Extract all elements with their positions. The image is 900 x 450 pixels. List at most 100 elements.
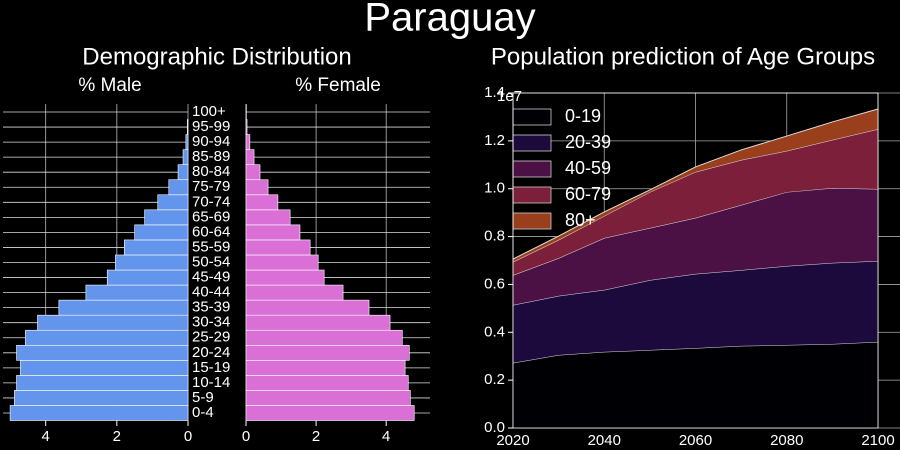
category-label: 0-4 [192, 404, 214, 421]
bar [245, 299, 370, 316]
bar [157, 194, 189, 211]
bar [144, 209, 189, 226]
x-tick-label: 2 [113, 428, 121, 445]
x-tick-label: 4 [42, 428, 50, 445]
y-tick-label: 0.8 [484, 228, 505, 245]
x-tick-label: 4 [382, 428, 390, 445]
x-tick-label: 2080 [770, 432, 803, 449]
category-label: 55-59 [192, 238, 230, 255]
category-label: 30-34 [192, 314, 230, 331]
bar [245, 224, 301, 241]
bar [245, 209, 291, 226]
category-label: 40-44 [192, 284, 230, 301]
bar [245, 375, 409, 391]
axis-title: % Male [78, 75, 141, 96]
bar [182, 149, 189, 165]
area [513, 129, 878, 276]
x-tick-label: 0 [184, 428, 192, 445]
category-label: 80-84 [192, 163, 230, 180]
category-label: 20-24 [192, 344, 230, 361]
bar [106, 269, 189, 286]
x-tick-label: 2020 [496, 432, 529, 449]
legend-label: 20-39 [565, 132, 611, 152]
bar [124, 239, 189, 256]
y-tick-label: 0.6 [484, 275, 505, 292]
bar [245, 119, 248, 135]
bar [14, 390, 189, 406]
bar [245, 269, 325, 286]
bar [245, 284, 344, 301]
bar [20, 360, 189, 376]
bar [37, 314, 189, 331]
category-label: 75-79 [192, 178, 230, 195]
legend-label: 0-19 [565, 106, 601, 126]
bar [115, 254, 189, 271]
y-tick-label: 0.0 [484, 419, 505, 436]
category-label: 45-49 [192, 269, 230, 286]
category-label: 100+ [192, 103, 226, 120]
bar [245, 179, 269, 196]
bar [185, 134, 189, 150]
bar [245, 390, 411, 406]
legend-label: 60-79 [565, 184, 611, 204]
legend-label: 40-59 [565, 158, 611, 178]
bar [85, 284, 189, 301]
x-tick-label: 0 [242, 428, 250, 445]
bar [245, 194, 279, 211]
bar [25, 329, 189, 346]
bar [16, 375, 189, 391]
bar [245, 314, 391, 331]
category-label: 95-99 [192, 118, 230, 135]
offset-label: 1e7 [497, 88, 522, 105]
category-label: 60-64 [192, 223, 230, 240]
area [513, 260, 878, 363]
area [513, 341, 878, 428]
figure-title: Paraguay [364, 0, 535, 40]
y-tick-label: 0.4 [484, 323, 505, 340]
category-label: 65-69 [192, 208, 230, 225]
bar [177, 164, 189, 181]
legend-swatch [512, 134, 552, 152]
category-label: 50-54 [192, 253, 230, 270]
category-label: 90-94 [192, 133, 230, 150]
category-label: 70-74 [192, 193, 230, 210]
plot-frame [512, 92, 879, 429]
legend-swatch [512, 160, 552, 178]
bar [134, 224, 189, 241]
x-tick-label: 2 [312, 428, 320, 445]
category-label: 35-39 [192, 299, 230, 316]
bar [16, 344, 189, 361]
y-tick-label: 1.2 [484, 132, 505, 149]
bar [245, 344, 410, 361]
y-tick-label: 0.2 [484, 371, 505, 388]
category-label: 5-9 [192, 389, 214, 406]
bar [245, 149, 255, 165]
legend-swatch [512, 212, 552, 230]
chart-title: Population prediction of Age Groups [491, 43, 875, 70]
category-label: 85-89 [192, 148, 230, 165]
bar [245, 405, 415, 421]
y-tick-label: 1.0 [484, 180, 505, 197]
category-label: 10-14 [192, 374, 230, 391]
area [513, 109, 878, 262]
bar [245, 164, 261, 181]
bar [186, 119, 189, 135]
axis-title: % Female [295, 75, 381, 96]
bar [245, 360, 406, 376]
x-tick-label: 2060 [679, 432, 712, 449]
x-tick-label: 2100 [861, 432, 894, 449]
x-tick-label: 2040 [588, 432, 621, 449]
category-label: 25-29 [192, 329, 230, 346]
area [513, 187, 878, 306]
legend-swatch [512, 186, 552, 204]
legend-swatch [512, 108, 552, 126]
bar [245, 254, 319, 271]
bar [245, 239, 311, 256]
subplot-title: Demographic Distribution [82, 43, 351, 70]
category-label: 15-19 [192, 359, 230, 376]
bar [58, 299, 189, 316]
y-tick-label: 1.4 [484, 84, 505, 101]
bar [168, 179, 189, 196]
bar [245, 134, 251, 150]
